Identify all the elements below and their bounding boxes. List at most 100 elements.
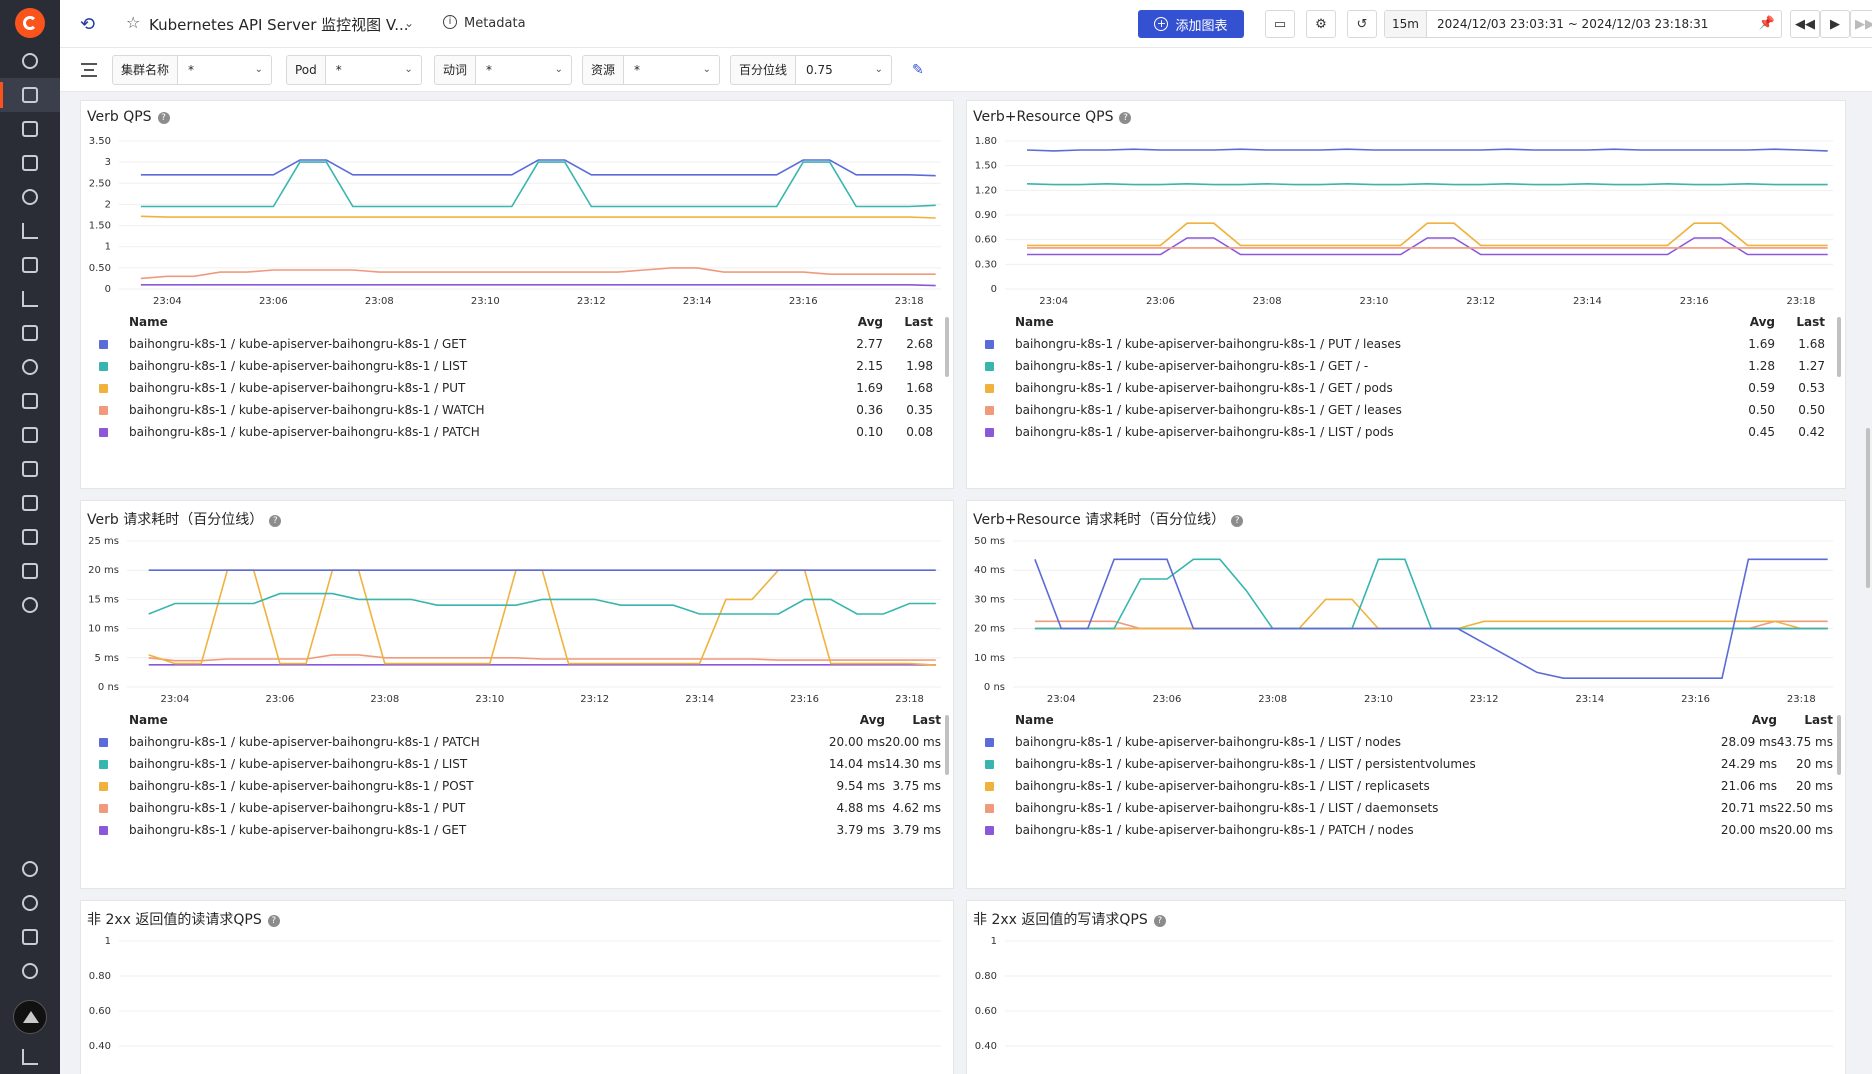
sidebar-item-archive[interactable] <box>0 452 60 486</box>
legend-header-avg[interactable]: Avg <box>1749 315 1775 329</box>
legend-header-avg[interactable]: Avg <box>859 713 885 727</box>
legend-row[interactable]: baihongru-k8s-1 / kube-apiserver-baihong… <box>81 775 955 797</box>
variable-select[interactable]: * ⌄ <box>325 55 422 85</box>
legend-row[interactable]: baihongru-k8s-1 / kube-apiserver-baihong… <box>967 753 1847 775</box>
time-forward-button[interactable]: ▶▶ <box>1850 10 1872 38</box>
series-line[interactable] <box>148 569 936 666</box>
line-chart[interactable]: 1.80 1.50 1.20 0.90 0.60 0.30 0 23:04 23:06 23:08… <box>967 133 1847 333</box>
series-line[interactable] <box>1034 558 1828 679</box>
chart-panel[interactable]: Verb+Resource QPS? 1.80 1.50 1.20 0.90 0.60 0.… <box>966 100 1846 489</box>
edit-variables-icon[interactable]: ✎ <box>912 62 924 78</box>
legend-row[interactable]: baihongru-k8s-1 / kube-apiserver-baihong… <box>81 421 955 443</box>
variable-select[interactable]: * ⌄ <box>624 55 721 85</box>
legend-row[interactable]: baihongru-k8s-1 / kube-apiserver-baihong… <box>967 355 1847 377</box>
sidebar-item-cube[interactable] <box>0 486 60 520</box>
help-icon[interactable]: ? <box>1153 915 1166 927</box>
dashboard-title[interactable]: Kubernetes API Server 监控视图 V... <box>149 16 409 34</box>
legend-row[interactable]: baihongru-k8s-1 / kube-apiserver-baihong… <box>967 775 1847 797</box>
sidebar-item-dashboard[interactable] <box>0 78 60 112</box>
legend-row[interactable]: baihongru-k8s-1 / kube-apiserver-baihong… <box>81 377 955 399</box>
chart-panel[interactable]: Verb QPS? 3.50 3 2.50 2 1.50 1 0.50 0 23:04 23:06 2… <box>80 100 954 489</box>
sidebar-item-network[interactable] <box>0 588 60 622</box>
line-chart[interactable]: 50 ms 40 ms 30 ms 20 ms 10 ms 0 ns 23:04 23:06 2… <box>967 533 1847 733</box>
chart-panel[interactable]: Verb 请求耗时（百分位线）? 25 ms 20 ms 15 ms 10 ms 5 ms… <box>80 500 954 889</box>
page-scrollbar[interactable] <box>1866 428 1870 588</box>
time-quick-range[interactable]: 15m <box>1385 11 1427 37</box>
legend-scrollbar[interactable] <box>1837 317 1841 377</box>
sidebar-item-menu[interactable] <box>0 1040 60 1074</box>
tv-mode-button[interactable]: ▭ <box>1265 10 1295 38</box>
legend-row[interactable]: baihongru-k8s-1 / kube-apiserver-baihong… <box>81 819 955 841</box>
legend-row[interactable]: baihongru-k8s-1 / kube-apiserver-baihong… <box>81 399 955 421</box>
help-icon[interactable]: ? <box>1231 515 1244 527</box>
chart-panel[interactable]: Verb+Resource 请求耗时（百分位线）? 50 ms 40 ms 30 ms… <box>966 500 1846 889</box>
sidebar-item-send[interactable] <box>0 920 60 954</box>
legend-scrollbar[interactable] <box>1837 715 1841 775</box>
series-line[interactable] <box>1026 182 1828 186</box>
legend-row[interactable]: baihongru-k8s-1 / kube-apiserver-baihong… <box>81 333 955 355</box>
help-icon[interactable]: ? <box>157 112 170 124</box>
legend-row[interactable]: baihongru-k8s-1 / kube-apiserver-baihong… <box>81 797 955 819</box>
legend-header-name[interactable]: Name <box>1015 315 1054 329</box>
settings-button[interactable]: ⚙ <box>1306 10 1336 38</box>
legend-header-last[interactable]: Last <box>1796 315 1825 329</box>
legend-row[interactable]: baihongru-k8s-1 / kube-apiserver-baihong… <box>967 399 1847 421</box>
sidebar-item-settings[interactable] <box>0 520 60 554</box>
sidebar-item-list[interactable] <box>0 282 60 316</box>
metadata-link[interactable]: Metadata <box>464 16 526 31</box>
sidebar-item-cluster[interactable] <box>0 180 60 214</box>
legend-row[interactable]: baihongru-k8s-1 / kube-apiserver-baihong… <box>81 355 955 377</box>
legend-scrollbar[interactable] <box>945 317 949 377</box>
legend-header-name[interactable]: Name <box>129 713 168 727</box>
help-icon[interactable]: ? <box>1119 112 1132 124</box>
legend-row[interactable]: baihongru-k8s-1 / kube-apiserver-baihong… <box>967 421 1847 443</box>
user-avatar[interactable] <box>13 1000 47 1034</box>
time-back-button[interactable]: ◀◀ <box>1790 10 1820 38</box>
add-chart-button[interactable]: + 添加图表 <box>1138 10 1244 38</box>
sidebar-item-help[interactable] <box>0 954 60 988</box>
series-line[interactable] <box>1034 558 1828 630</box>
legend-header-last[interactable]: Last <box>904 315 933 329</box>
sidebar-item-search[interactable] <box>0 44 60 78</box>
series-line[interactable] <box>140 215 936 219</box>
sidebar-item-metrics[interactable] <box>0 214 60 248</box>
pin-icon[interactable]: 📌 <box>1758 16 1775 31</box>
time-range-picker[interactable]: 15m 2024/12/03 23:03:31 ~ 2024/12/03 23:… <box>1384 10 1782 38</box>
play-button[interactable]: ▶ <box>1820 10 1850 38</box>
back-icon[interactable]: ⟲ <box>80 14 96 35</box>
legend-row[interactable]: baihongru-k8s-1 / kube-apiserver-baihong… <box>967 819 1847 841</box>
help-icon[interactable]: ? <box>269 515 282 527</box>
sidebar-item-storage[interactable] <box>0 418 60 452</box>
app-logo[interactable] <box>15 8 45 38</box>
series-line[interactable] <box>148 592 936 615</box>
series-line[interactable] <box>1034 598 1828 630</box>
legend-scrollbar[interactable] <box>945 715 949 775</box>
line-chart[interactable]: 1 0.80 0.60 0.40 <box>967 933 1847 1074</box>
series-line[interactable] <box>148 654 936 662</box>
series-line[interactable] <box>140 267 936 280</box>
sidebar-item-scan[interactable] <box>0 146 60 180</box>
sidebar-item-block[interactable] <box>0 350 60 384</box>
legend-header-avg[interactable]: Avg <box>857 315 883 329</box>
legend-header-name[interactable]: Name <box>129 315 168 329</box>
sidebar-item-user[interactable] <box>0 886 60 920</box>
filter-icon[interactable] <box>81 63 97 77</box>
legend-row[interactable]: baihongru-k8s-1 / kube-apiserver-baihong… <box>81 753 955 775</box>
variable-select[interactable]: 0.75 ⌄ <box>796 55 893 85</box>
legend-row[interactable]: baihongru-k8s-1 / kube-apiserver-baihong… <box>967 377 1847 399</box>
history-button[interactable]: ↺ <box>1347 10 1377 38</box>
legend-header-avg[interactable]: Avg <box>1751 713 1777 727</box>
info-icon[interactable]: i <box>443 15 457 29</box>
line-chart[interactable]: 3.50 3 2.50 2 1.50 1 0.50 0 23:04 23:06 23:08 23:10… <box>81 133 955 333</box>
series-line[interactable] <box>1026 148 1828 152</box>
sidebar-item-apps[interactable] <box>0 316 60 350</box>
line-chart[interactable]: 1 0.80 0.60 0.40 <box>81 933 955 1074</box>
sidebar-item-robot[interactable] <box>0 852 60 886</box>
legend-header-name[interactable]: Name <box>1015 713 1054 727</box>
legend-row[interactable]: baihongru-k8s-1 / kube-apiserver-baihong… <box>967 731 1847 753</box>
time-range-text[interactable]: 2024/12/03 23:03:31 ~ 2024/12/03 23:18:3… <box>1437 17 1709 31</box>
series-line[interactable] <box>140 161 936 208</box>
sidebar-item-log-search[interactable] <box>0 248 60 282</box>
help-icon[interactable]: ? <box>267 915 280 927</box>
variable-select[interactable]: * ⌄ <box>178 55 273 85</box>
